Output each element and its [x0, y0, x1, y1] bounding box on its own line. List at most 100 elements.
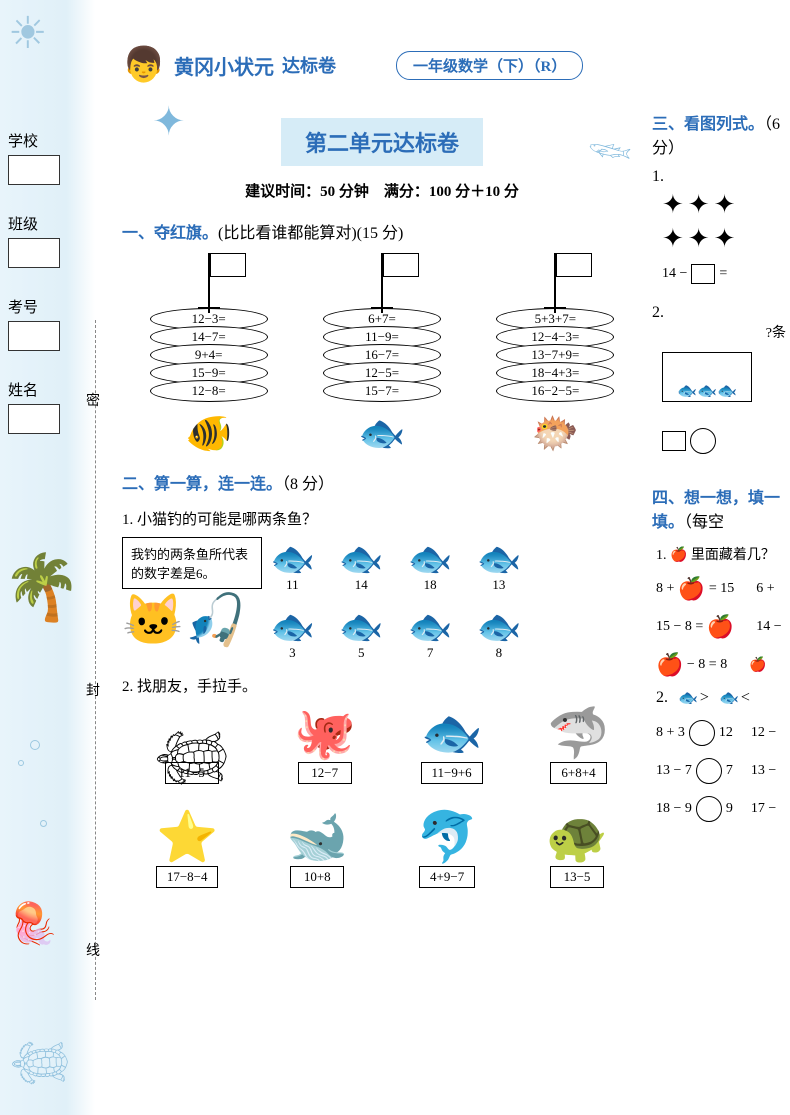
section-4-body: 1. 🍎 里面藏着几？ 8 + 🍎 = 156 + 15 − 8 = 🍎14 − 🍎…	[652, 544, 790, 822]
starfish-icon: ✦	[714, 224, 736, 254]
expression-ring[interactable]: 16−2−5=	[496, 380, 614, 402]
jellyfish-icon: 🪼	[8, 900, 58, 947]
numbered-fish[interactable]: 🐟8	[476, 609, 521, 661]
friend-item[interactable]: 🐬4+9−7	[416, 808, 478, 888]
heading-blue: 三、看图列式。	[652, 116, 764, 133]
swordfish-icon: 𓆝	[588, 126, 632, 182]
fish-row-bottom: 🐠 🐟 🐡	[122, 412, 642, 456]
starfish-cluster: ✦✦✦	[662, 190, 790, 220]
friends-row-1: 𓆉11−5 🐙12−7 🐟11−9+6 🦈6+8+4	[122, 704, 642, 784]
section-1-heading: 一、夺红旗。(比比看谁都能算对)(15 分)	[122, 219, 642, 243]
fish-icon: 🐟	[358, 412, 405, 456]
numbered-fish[interactable]: 🐟7	[408, 609, 453, 661]
apple-equation-row: 15 − 8 = 🍎14 −	[656, 614, 790, 640]
q2-1-label: 1. 小猫钓的可能是哪两条鱼？	[122, 508, 642, 529]
grade-pill: 一年级数学（下）（R）	[396, 51, 583, 80]
heading-blue: 二、算一算，连一连。	[122, 476, 282, 493]
q3-1-num: 1.	[652, 168, 790, 186]
apple-equation-row: 8 + 🍎 = 156 +	[656, 576, 790, 602]
eq-text: =	[719, 266, 727, 282]
friend-item[interactable]: 🐙12−7	[294, 704, 356, 784]
starfish-icon: ✦	[662, 190, 684, 220]
fish-icon: 🐡	[532, 412, 579, 456]
field-box[interactable]	[8, 404, 60, 434]
apple-equations: 8 + 🍎 = 156 + 15 − 8 = 🍎14 − 🍎 − 8 = 8🍎	[652, 576, 790, 678]
numbered-fish[interactable]: 🐟11	[270, 541, 315, 593]
starfish-icon: ✦	[688, 224, 710, 254]
friend-item[interactable]: ⭐17−8−4	[156, 808, 219, 888]
starfish-icon: ✦	[714, 190, 736, 220]
numbered-fish[interactable]: 🐟13	[476, 541, 521, 593]
expression-ring[interactable]: 12−8=	[150, 380, 268, 402]
numbered-fish[interactable]: 🐟3	[270, 609, 315, 661]
expression-ring[interactable]: 15−7=	[323, 380, 441, 402]
apple-equation-row: 🍎 − 8 = 8🍎	[656, 652, 790, 678]
field-name: 姓名	[8, 379, 68, 434]
cat-icon: 🐱🎣	[122, 595, 270, 645]
friend-item[interactable]: 🐟11−9+6	[420, 704, 482, 784]
fold-line	[95, 320, 96, 1000]
q4-2-num: 2.	[656, 689, 668, 707]
friend-item[interactable]: 🐢13−5	[546, 808, 608, 888]
answer-box[interactable]	[662, 431, 686, 451]
numbered-fish[interactable]: 🐟5	[339, 609, 384, 661]
fish-compare-icon: 🐟<	[719, 688, 750, 708]
friends-row-2: ⭐17−8−4 🐋10+8 🐬4+9−7 🐢13−5	[122, 808, 642, 888]
friend-item[interactable]: 𓆉11−5	[154, 704, 229, 784]
eq-text: 14 −	[662, 266, 687, 282]
student-info-sidebar: 学校 班级 考号 姓名	[8, 130, 68, 462]
bubble-icon	[18, 760, 24, 766]
fold-label: 封	[86, 680, 100, 700]
main-content: ✦ 第二单元达标卷 𓆝 建议时间：50 分钟 满分：100 分＋10 分 一、夺…	[122, 100, 642, 912]
brand-subtitle: 达标卷	[282, 52, 336, 78]
fish-tank-icon: 🐟🐟🐟	[662, 352, 752, 402]
field-label: 学校	[8, 130, 68, 151]
section-4-heading: 四、想一想，填一填。（每空	[652, 484, 790, 532]
heading-rest: (比比看谁都能算对)(15 分)	[218, 225, 403, 242]
heading-rest: （每空	[684, 514, 724, 531]
operator-circle[interactable]	[690, 428, 716, 454]
field-box[interactable]	[8, 321, 60, 351]
mascot-icon: 👦	[120, 41, 168, 89]
numbered-fish[interactable]: 🐟14	[339, 541, 384, 593]
sun-icon: ☀	[8, 8, 47, 59]
compare-circle[interactable]	[689, 720, 715, 746]
bubble-icon	[40, 820, 47, 827]
cat-fishing-block: 我钓的两条鱼所代表的数字差是6。 🐱🎣 🐟11 🐟14 🐟18 🐟13 🐟3 🐟5 🐟7 🐟8	[122, 537, 642, 661]
compare-circle[interactable]	[696, 758, 722, 784]
compare-row: 13 − 7713 −	[656, 758, 790, 784]
fold-label: 线	[86, 940, 100, 960]
starfish-icon: ✦	[688, 190, 710, 220]
starfish-icon: ✦	[152, 98, 186, 145]
field-exam-no: 考号	[8, 296, 68, 351]
compare-rows: 8 + 31212 −13 − 7713 −18 − 9917 −	[652, 720, 790, 822]
compare-row: 18 − 9917 −	[656, 796, 790, 822]
starfish-icon: ✦	[662, 224, 684, 254]
section-2-heading: 二、算一算，连一连。（8 分）	[122, 470, 642, 494]
q2-2-label: 2. 找朋友，手拉手。	[122, 675, 642, 696]
fish-icon: 🐠	[185, 412, 232, 456]
answer-box[interactable]	[691, 264, 715, 284]
compare-circle[interactable]	[696, 796, 722, 822]
flag-columns: 12−3=14−7=9+4=15−9=12−8=6+7=11−9=16−7=12…	[122, 253, 642, 402]
fold-label: 密	[86, 390, 100, 410]
heading-rest: （8 分）	[282, 476, 334, 493]
field-label: 考号	[8, 296, 68, 317]
speech-bubble: 我钓的两条鱼所代表的数字差是6。	[122, 537, 262, 589]
friend-item[interactable]: 🦈6+8+4	[547, 704, 609, 784]
brand-name: 黄冈小状元	[174, 51, 274, 80]
field-school: 学校	[8, 130, 68, 185]
field-box[interactable]	[8, 238, 60, 268]
starfish-cluster: ✦✦✦	[662, 224, 790, 254]
field-label: 姓名	[8, 379, 68, 400]
right-column: 三、看图列式。（6 分） 1. ✦✦✦ ✦✦✦ 14 − = 2. ?条 🐟🐟🐟…	[652, 110, 790, 822]
equation-line: 14 − =	[662, 264, 790, 284]
q4-1-label: 1. 🍎 里面藏着几？	[656, 544, 790, 564]
numbered-fish[interactable]: 🐟18	[408, 541, 453, 593]
seahorse-icon: 𓆉	[10, 1020, 70, 1086]
heading-blue: 一、夺红旗。	[122, 225, 218, 242]
field-box[interactable]	[8, 155, 60, 185]
palm-tree-icon: 🌴	[2, 550, 82, 625]
fish-compare-icon: 🐟>	[678, 688, 709, 708]
friend-item[interactable]: 🐋10+8	[286, 808, 348, 888]
